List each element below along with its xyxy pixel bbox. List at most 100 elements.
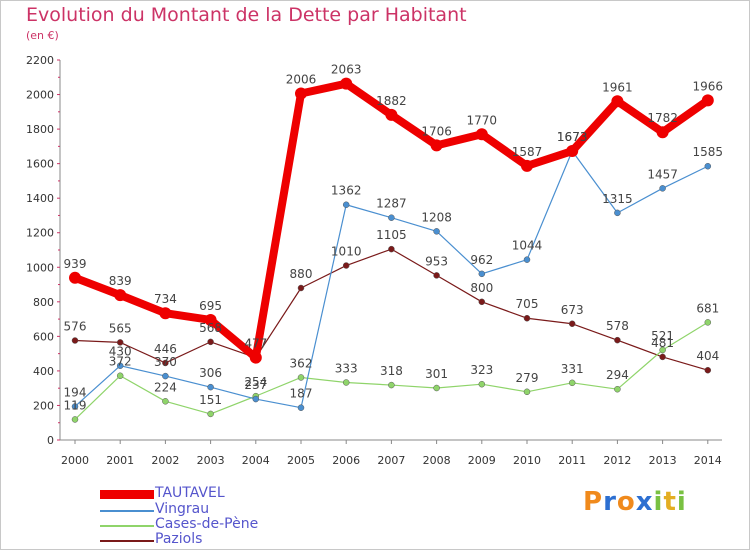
data-label-vingrau: 1362: [331, 184, 362, 198]
data-label-cases-de-p-ne: 301: [425, 367, 448, 381]
x-tick-label: 2013: [649, 454, 677, 467]
x-tick-label: 2009: [468, 454, 496, 467]
data-point-vingrau: [252, 395, 260, 403]
data-label-tautavel: 839: [109, 274, 132, 288]
data-label-tautavel: 2006: [286, 73, 317, 87]
y-tick-label: 800: [33, 296, 54, 309]
y-tick-label: 1600: [26, 158, 54, 171]
data-point-vingrau: [297, 404, 305, 411]
data-point-cases-de-p-ne: [478, 380, 486, 388]
x-tick-label: 2012: [603, 454, 631, 467]
data-point-paziols: [297, 284, 305, 292]
data-point-vingrau: [659, 185, 666, 192]
logo-letter: i: [653, 487, 664, 517]
data-label-cases-de-p-ne: 333: [335, 361, 358, 375]
logo-letter: i: [676, 487, 687, 517]
data-point-tautavel: [385, 108, 398, 121]
data-point-vingrau: [388, 214, 395, 221]
data-label-vingrau: 962: [470, 253, 493, 267]
data-point-vingrau: [207, 383, 214, 391]
data-label-cases-de-p-ne: 119: [64, 398, 87, 412]
legend-swatch-tautavel: [100, 490, 154, 499]
x-tick-label: 2002: [151, 454, 179, 467]
data-label-paziols: 880: [290, 267, 313, 281]
x-tick-label: 2000: [61, 454, 89, 467]
data-point-tautavel: [204, 313, 217, 326]
data-label-paziols: 404: [696, 349, 719, 363]
data-point-cases-de-p-ne: [342, 379, 350, 386]
data-label-cases-de-p-ne: 372: [109, 355, 132, 369]
data-point-cases-de-p-ne: [433, 384, 440, 392]
data-label-paziols: 1105: [376, 228, 407, 242]
data-label-tautavel: 695: [199, 299, 222, 313]
data-point-paziols: [568, 320, 576, 328]
data-label-tautavel: 1882: [376, 94, 407, 108]
data-point-tautavel: [475, 128, 488, 141]
data-point-cases-de-p-ne: [388, 381, 395, 389]
legend-label-vingrau: Vingrau: [155, 501, 210, 517]
data-point-paziols: [162, 359, 169, 367]
data-label-vingrau: 237: [244, 378, 267, 392]
data-label-paziols: 481: [651, 336, 674, 350]
data-label-tautavel: 1961: [602, 80, 633, 94]
y-tick-label: 1000: [26, 261, 54, 274]
data-label-vingrau: 187: [290, 387, 313, 401]
y-tick-label: 1800: [26, 123, 54, 136]
logo-letter: P: [583, 487, 604, 517]
data-label-cases-de-p-ne: 254: [244, 375, 267, 389]
data-label-tautavel: 477: [244, 337, 267, 351]
data-point-paziols: [71, 337, 79, 344]
data-label-vingrau: 1585: [693, 145, 724, 159]
legend-label-cases-de-pene: Cases-de-Pène: [155, 516, 259, 532]
x-tick-label: 2004: [242, 454, 270, 467]
data-point-cases-de-p-ne: [614, 385, 621, 393]
data-label-cases-de-p-ne: 681: [696, 301, 719, 315]
y-tick-label: 2200: [26, 54, 54, 67]
data-point-tautavel: [566, 145, 579, 158]
data-point-cases-de-p-ne: [207, 410, 214, 418]
y-tick-label: 2000: [26, 89, 54, 102]
y-tick-label: 1200: [26, 227, 54, 240]
data-point-tautavel: [340, 77, 353, 90]
data-label-tautavel: 1966: [693, 79, 724, 93]
data-label-cases-de-p-ne: 521: [651, 329, 674, 343]
data-label-tautavel: 1673: [557, 130, 588, 144]
x-tick-label: 2001: [106, 454, 134, 467]
chart-subtitle: (en €): [26, 29, 59, 42]
data-label-vingrau: 1457: [647, 167, 678, 181]
data-point-paziols: [523, 314, 531, 322]
x-tick-label: 2014: [694, 454, 722, 467]
y-tick-label: 400: [33, 365, 54, 378]
x-tick-label: 2006: [332, 454, 360, 467]
data-point-tautavel: [701, 94, 714, 107]
y-tick-label: 600: [33, 330, 54, 343]
data-point-vingrau: [523, 256, 531, 263]
data-point-vingrau: [342, 201, 350, 208]
data-point-tautavel: [295, 87, 307, 100]
data-point-cases-de-p-ne: [297, 374, 305, 381]
data-point-cases-de-p-ne: [704, 319, 712, 326]
data-label-cases-de-p-ne: 362: [290, 356, 313, 370]
legend-item-vingrau: Vingrau: [100, 501, 400, 519]
data-label-cases-de-p-ne: 279: [516, 371, 539, 385]
data-point-cases-de-p-ne: [71, 416, 79, 423]
data-point-paziols: [342, 262, 350, 269]
x-tick-label: 2005: [287, 454, 315, 467]
logo-letter: x: [635, 487, 654, 517]
x-tick-label: 2008: [423, 454, 451, 467]
y-tick-label: 0: [47, 434, 54, 447]
data-label-tautavel: 1587: [512, 145, 543, 159]
data-point-paziols: [116, 339, 124, 346]
data-label-vingrau: 1208: [421, 210, 452, 224]
data-label-vingrau: 430: [109, 345, 132, 359]
data-label-paziols: 1010: [331, 245, 362, 259]
chart-title: Evolution du Montant de la Dette par Hab…: [26, 4, 467, 26]
data-label-vingrau: 194: [64, 385, 87, 399]
data-label-cases-de-p-ne: 224: [154, 380, 177, 394]
data-label-paziols: 800: [470, 281, 493, 295]
logo-letter: o: [616, 487, 636, 517]
legend-item-cases-de-pene: Cases-de-Pène: [100, 516, 400, 534]
x-tick-label: 2003: [197, 454, 225, 467]
